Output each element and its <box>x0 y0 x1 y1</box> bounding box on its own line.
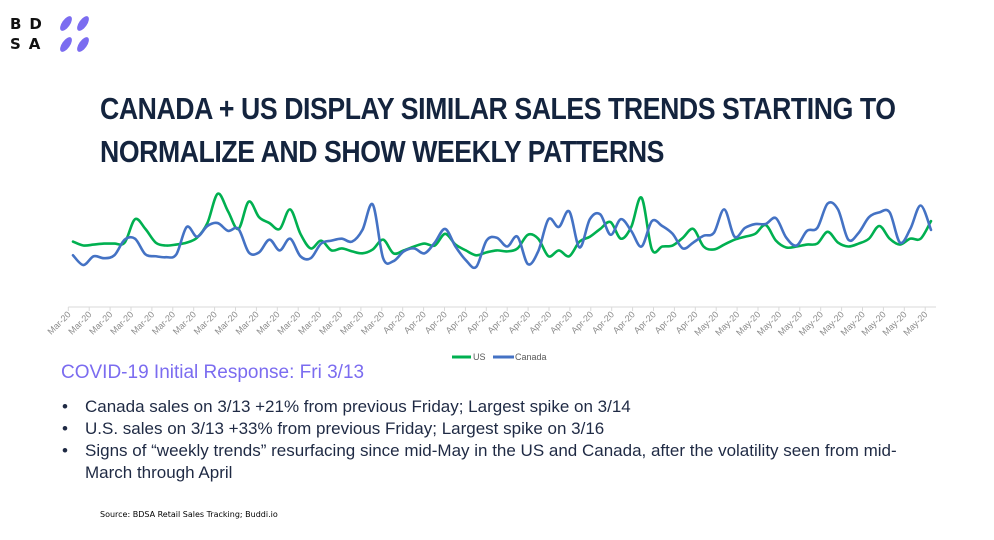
bullet-text: Canada sales on 3/13 +21% from previous … <box>85 397 631 416</box>
bullet-icon: • <box>62 419 68 438</box>
x-tick-label: Apr-20 <box>632 309 658 335</box>
bdsa-logo: BD SA <box>10 14 100 62</box>
x-tick-label: Apr-20 <box>569 309 595 335</box>
x-tick-label: Apr-20 <box>548 309 574 335</box>
logo-row-2: SA <box>10 35 49 53</box>
bullet-item: • U.S. sales on 3/13 +33% from previous F… <box>62 418 942 440</box>
x-tick-label: Apr-20 <box>423 309 449 335</box>
x-tick-label: Apr-20 <box>653 309 679 335</box>
title-line-2: NORMALIZE AND SHOW WEEKLY PATTERNS <box>100 134 665 169</box>
sales-trend-chart: Mar-20Mar-20Mar-20Mar-20Mar-20Mar-20Mar-… <box>45 192 936 362</box>
legend-label-us: US <box>473 352 486 362</box>
bullet-icon: • <box>62 441 68 460</box>
x-tick-label: Apr-20 <box>527 309 553 335</box>
source-note: Source: BDSA Retail Sales Tracking; Budd… <box>100 510 278 519</box>
x-tick-label: Mar-20 <box>359 309 386 336</box>
x-tick-label: Apr-20 <box>485 309 511 335</box>
x-tick-label: Apr-20 <box>506 309 532 335</box>
bullet-icon: • <box>62 397 68 416</box>
x-tick-label: Apr-20 <box>381 309 407 335</box>
bullet-text: U.S. sales on 3/13 +33% from previous Fr… <box>85 419 605 438</box>
bullet-list: • Canada sales on 3/13 +21% from previous… <box>62 396 942 484</box>
chart-legend: US Canada <box>452 352 547 362</box>
x-tick-label: Apr-20 <box>590 309 616 335</box>
series-line-us <box>71 192 933 258</box>
x-tick-label: Apr-20 <box>402 309 428 335</box>
bullet-item: • Canada sales on 3/13 +21% from previous… <box>62 396 942 418</box>
leaf-icon <box>57 35 75 54</box>
section-subheading: COVID-19 Initial Response: Fri 3/13 <box>61 362 365 383</box>
leaf-icon <box>57 14 75 33</box>
title-line-1: CANADA + US DISPLAY SIMILAR SALES TRENDS… <box>100 91 896 126</box>
slide-title: CANADA + US DISPLAY SIMILAR SALES TRENDS… <box>100 87 896 173</box>
leaf-icon <box>74 35 92 54</box>
leaf-icon <box>74 14 92 33</box>
logo-row-1: BD <box>10 15 50 33</box>
bullet-item: • Signs of “weekly trends” resurfacing si… <box>62 440 942 484</box>
bullet-text: Signs of “weekly trends” resurfacing sin… <box>85 441 897 482</box>
x-tick-label: Apr-20 <box>465 309 491 335</box>
series-line-canada <box>71 201 933 270</box>
x-tick-label: Apr-20 <box>611 309 637 335</box>
logo-letters: BD SA <box>10 14 50 54</box>
legend-label-canada: Canada <box>515 352 547 362</box>
x-tick-label: Apr-20 <box>444 309 470 335</box>
